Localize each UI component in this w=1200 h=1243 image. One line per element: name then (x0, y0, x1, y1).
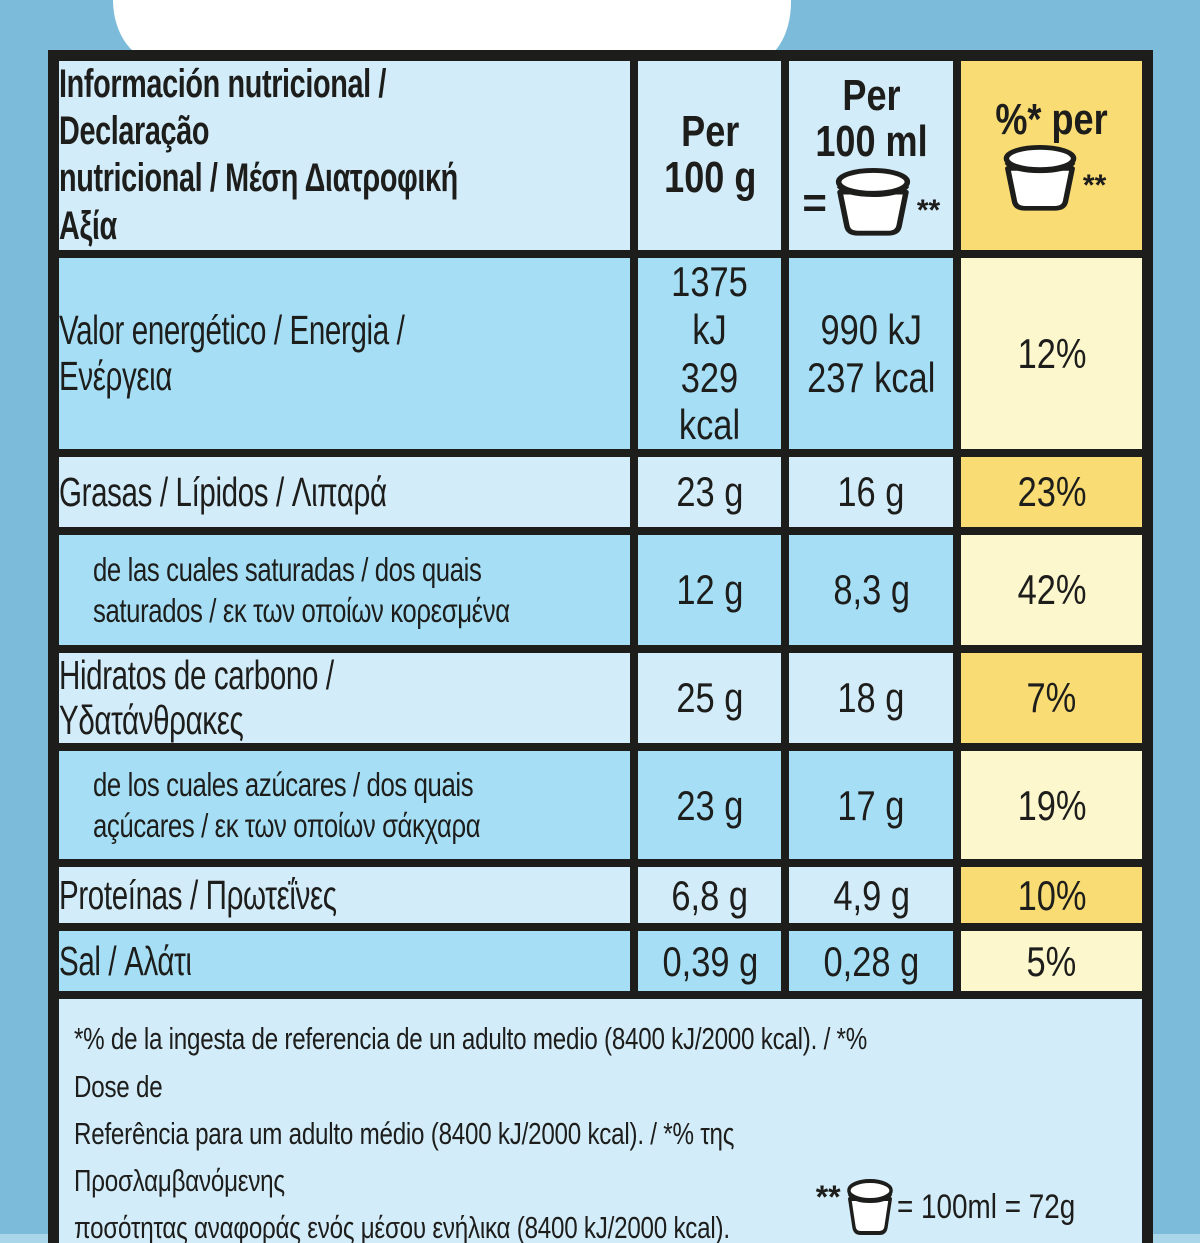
header-title: Información nutricional / Declaração nut… (59, 62, 458, 248)
nutrient-label: Grasas / Lípidos / Λιπαρά (59, 468, 387, 515)
per-100g-value: 1375 kJ 329 kcal (671, 257, 749, 449)
per-100ml-value-cell: 0,28 g (781, 923, 962, 1000)
per-100ml-value-cell: 18 g (781, 645, 962, 752)
per-100ml-value: 16 g (837, 468, 905, 516)
table-row-protein: Proteínas / Πρωτεΐνες 6,8 g 4,9 g 10% (49, 859, 1152, 932)
percent-ri-value: 19% (1017, 781, 1087, 829)
table-row-energy: Valor energético / Energia / Ενέργεια 13… (49, 249, 1152, 458)
per-100ml-value: 8,3 g (832, 566, 910, 614)
percent-ri-cell: 5% (953, 923, 1152, 1000)
per-100g-value: 6,8 g (671, 871, 749, 919)
percent-per-tub: ** (997, 145, 1106, 213)
percent-ri-value: 42% (1017, 566, 1087, 614)
per-100ml-value-cell: 8,3 g (781, 527, 962, 654)
header-per-100g-cell: Per 100 g (630, 51, 790, 258)
per-100g-value: 23 g (676, 781, 744, 829)
nutrient-label-cell: de los cuales azúcares / dos quais açúca… (49, 743, 639, 868)
table-row-sugars: de los cuales azúcares / dos quais açúca… (49, 743, 1152, 868)
nutrient-label-cell: Valor energético / Energia / Ενέργεια (49, 249, 639, 458)
double-asterisk: ** (815, 1178, 841, 1215)
table-row-fat: Grasas / Lípidos / Λιπαρά 23 g 16 g 23% (49, 449, 1152, 536)
nutrient-label-cell: Sal / Αλάτι (49, 923, 639, 1000)
per-100ml-equivalence: = ** (802, 167, 941, 238)
reference-intake-text: *% de la ingesta de referencia de un adu… (74, 1021, 867, 1243)
nutrient-label: Sal / Αλάτι (59, 937, 192, 984)
header-per-100g-label: Per 100 g (663, 107, 757, 203)
per-100ml-value: 17 g (837, 781, 905, 829)
per-100g-value-cell: 23 g (630, 743, 790, 868)
header-percent-label: %* per (995, 95, 1108, 145)
per-100g-value-cell: 1375 kJ 329 kcal (630, 249, 790, 458)
footer-row: *% de la ingesta de referencia de un adu… (49, 991, 1152, 1243)
percent-ri-value: 7% (1026, 674, 1077, 722)
equals-sign: = (802, 178, 827, 226)
percent-ri-cell: 42% (953, 527, 1152, 654)
reference-note-cell: *% de la ingesta de referencia de un adu… (49, 991, 1152, 1243)
percent-ri-value: 23% (1017, 468, 1087, 516)
serving-equivalence-note: ** = 100ml = 72g (815, 1178, 1114, 1237)
ice-cream-tub-icon (835, 167, 910, 236)
per-100g-value: 25 g (676, 674, 744, 722)
ice-cream-tub-icon (1003, 145, 1077, 212)
nutrient-label: de los cuales azúcares / dos quais açúca… (93, 766, 481, 845)
table-row-carbohydrate: Hidratos de carbono / Υδατάνθρακες 25 g … (49, 645, 1152, 752)
header-per-100ml-label: Per 100 ml (815, 71, 928, 167)
header-per-100ml-cell: Per 100 ml = ** (781, 51, 962, 258)
per-100g-value: 0,39 g (662, 937, 758, 985)
per-100ml-value: 4,9 g (832, 871, 910, 919)
percent-ri-value: 10% (1017, 871, 1087, 919)
double-asterisk: ** (1082, 169, 1107, 203)
percent-ri-cell: 12% (953, 249, 1152, 458)
percent-ri-value: 5% (1026, 937, 1077, 985)
percent-ri-cell: 23% (953, 449, 1152, 536)
percent-ri-value: 12% (1017, 329, 1087, 377)
percent-ri-cell: 7% (953, 645, 1152, 752)
nutrient-label-cell: Hidratos de carbono / Υδατάνθρακες (49, 645, 639, 752)
per-100ml-value: 0,28 g (823, 937, 920, 985)
per-100ml-value-cell: 16 g (781, 449, 962, 536)
ice-cream-tub-icon (846, 1178, 893, 1235)
nutrient-label-cell: de las cuales saturadas / dos quais satu… (49, 527, 639, 654)
percent-ri-cell: 10% (953, 859, 1152, 932)
percent-ri-cell: 19% (953, 743, 1152, 868)
nutrient-label: Hidratos de carbono / Υδατάνθρακες (59, 652, 334, 744)
nutrient-label-cell: Grasas / Lípidos / Λιπαρά (49, 449, 639, 536)
per-100g-value-cell: 25 g (630, 645, 790, 752)
per-100ml-value-cell: 4,9 g (781, 859, 962, 932)
per-100g-value: 12 g (676, 566, 744, 614)
table-row-saturates: de las cuales saturadas / dos quais satu… (49, 527, 1152, 654)
nutrient-label: Proteínas / Πρωτεΐνες (59, 871, 337, 918)
per-100ml-value: 990 kJ 237 kcal (807, 305, 936, 401)
nutrient-label-cell: Proteínas / Πρωτεΐνες (49, 859, 639, 932)
nutrient-label: de las cuales saturadas / dos quais satu… (93, 551, 510, 630)
per-100ml-value-cell: 17 g (781, 743, 962, 868)
per-100ml-value: 18 g (837, 674, 905, 722)
header-percent-cell: %* per ** (953, 51, 1152, 258)
per-100g-value-cell: 0,39 g (630, 923, 790, 1000)
per-100g-value-cell: 12 g (630, 527, 790, 654)
header-row: Información nutricional / Declaração nut… (49, 51, 1152, 258)
double-asterisk: ** (916, 193, 941, 227)
per-100g-value-cell: 23 g (630, 449, 790, 536)
header-title-cell: Información nutricional / Declaração nut… (49, 51, 639, 258)
nutrient-label: Valor energético / Energia / Ενέργεια (59, 307, 405, 399)
nutrition-table: Información nutricional / Declaração nut… (48, 50, 1153, 1243)
per-100g-value-cell: 6,8 g (630, 859, 790, 932)
per-100g-value: 23 g (676, 468, 744, 516)
serving-equivalence-value: = 100ml = 72g (896, 1188, 1075, 1227)
table-row-salt: Sal / Αλάτι 0,39 g 0,28 g 5% (49, 923, 1152, 1000)
per-100ml-value-cell: 990 kJ 237 kcal (781, 249, 962, 458)
